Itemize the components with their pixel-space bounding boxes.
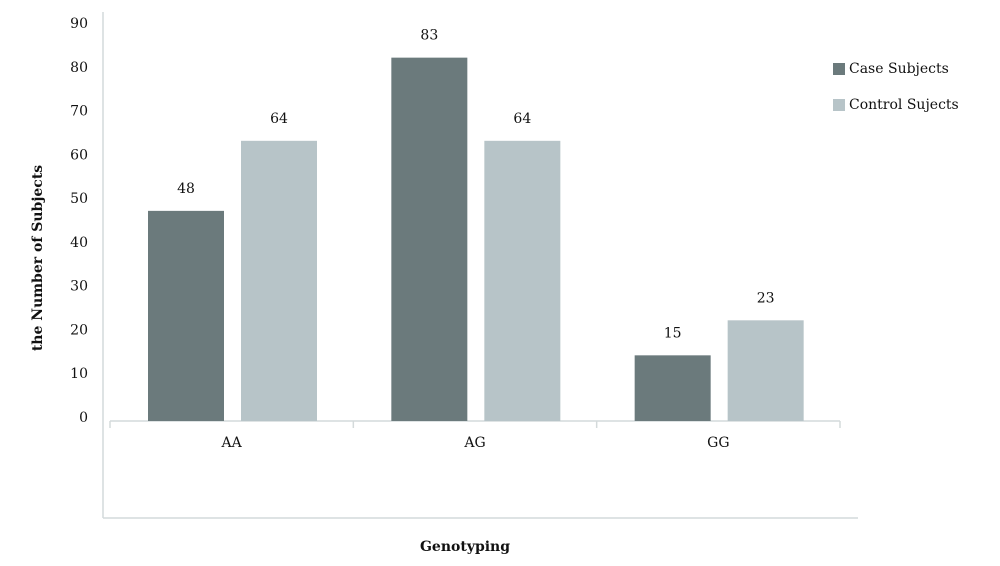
value-label: 23 <box>757 290 775 306</box>
legend-label: Case Subjects <box>849 61 949 77</box>
bar <box>634 355 711 421</box>
value-label: 83 <box>420 28 438 44</box>
x-tick-label: AA <box>221 435 243 451</box>
y-tick-label: 80 <box>70 60 88 76</box>
x-tick-label: AG <box>463 435 485 451</box>
legend-label: Control Sujects <box>849 97 959 113</box>
value-label: 64 <box>270 111 288 127</box>
y-tick-label: 30 <box>70 279 88 295</box>
value-label: 64 <box>513 111 531 127</box>
y-tick-label: 70 <box>70 104 88 120</box>
y-axis-title: the Number of Subjects <box>30 165 46 351</box>
x-tick-label: GG <box>707 435 729 451</box>
bar <box>391 57 468 422</box>
y-tick-label: 10 <box>70 366 88 382</box>
bar <box>484 140 561 422</box>
y-tick-label: 0 <box>79 410 88 426</box>
bar <box>148 210 224 421</box>
y-tick-label: 90 <box>70 16 88 32</box>
legend-swatch <box>833 99 845 111</box>
value-label: 48 <box>177 181 195 197</box>
value-label: 15 <box>664 325 682 341</box>
y-tick-label: 20 <box>70 322 88 338</box>
y-tick-label: 50 <box>70 191 88 207</box>
legend-swatch <box>833 63 845 75</box>
bar <box>727 320 804 421</box>
y-tick-label: 40 <box>70 235 88 251</box>
y-tick-label: 60 <box>70 147 88 163</box>
x-axis-title: Genotyping <box>420 539 510 555</box>
bar <box>241 140 317 422</box>
